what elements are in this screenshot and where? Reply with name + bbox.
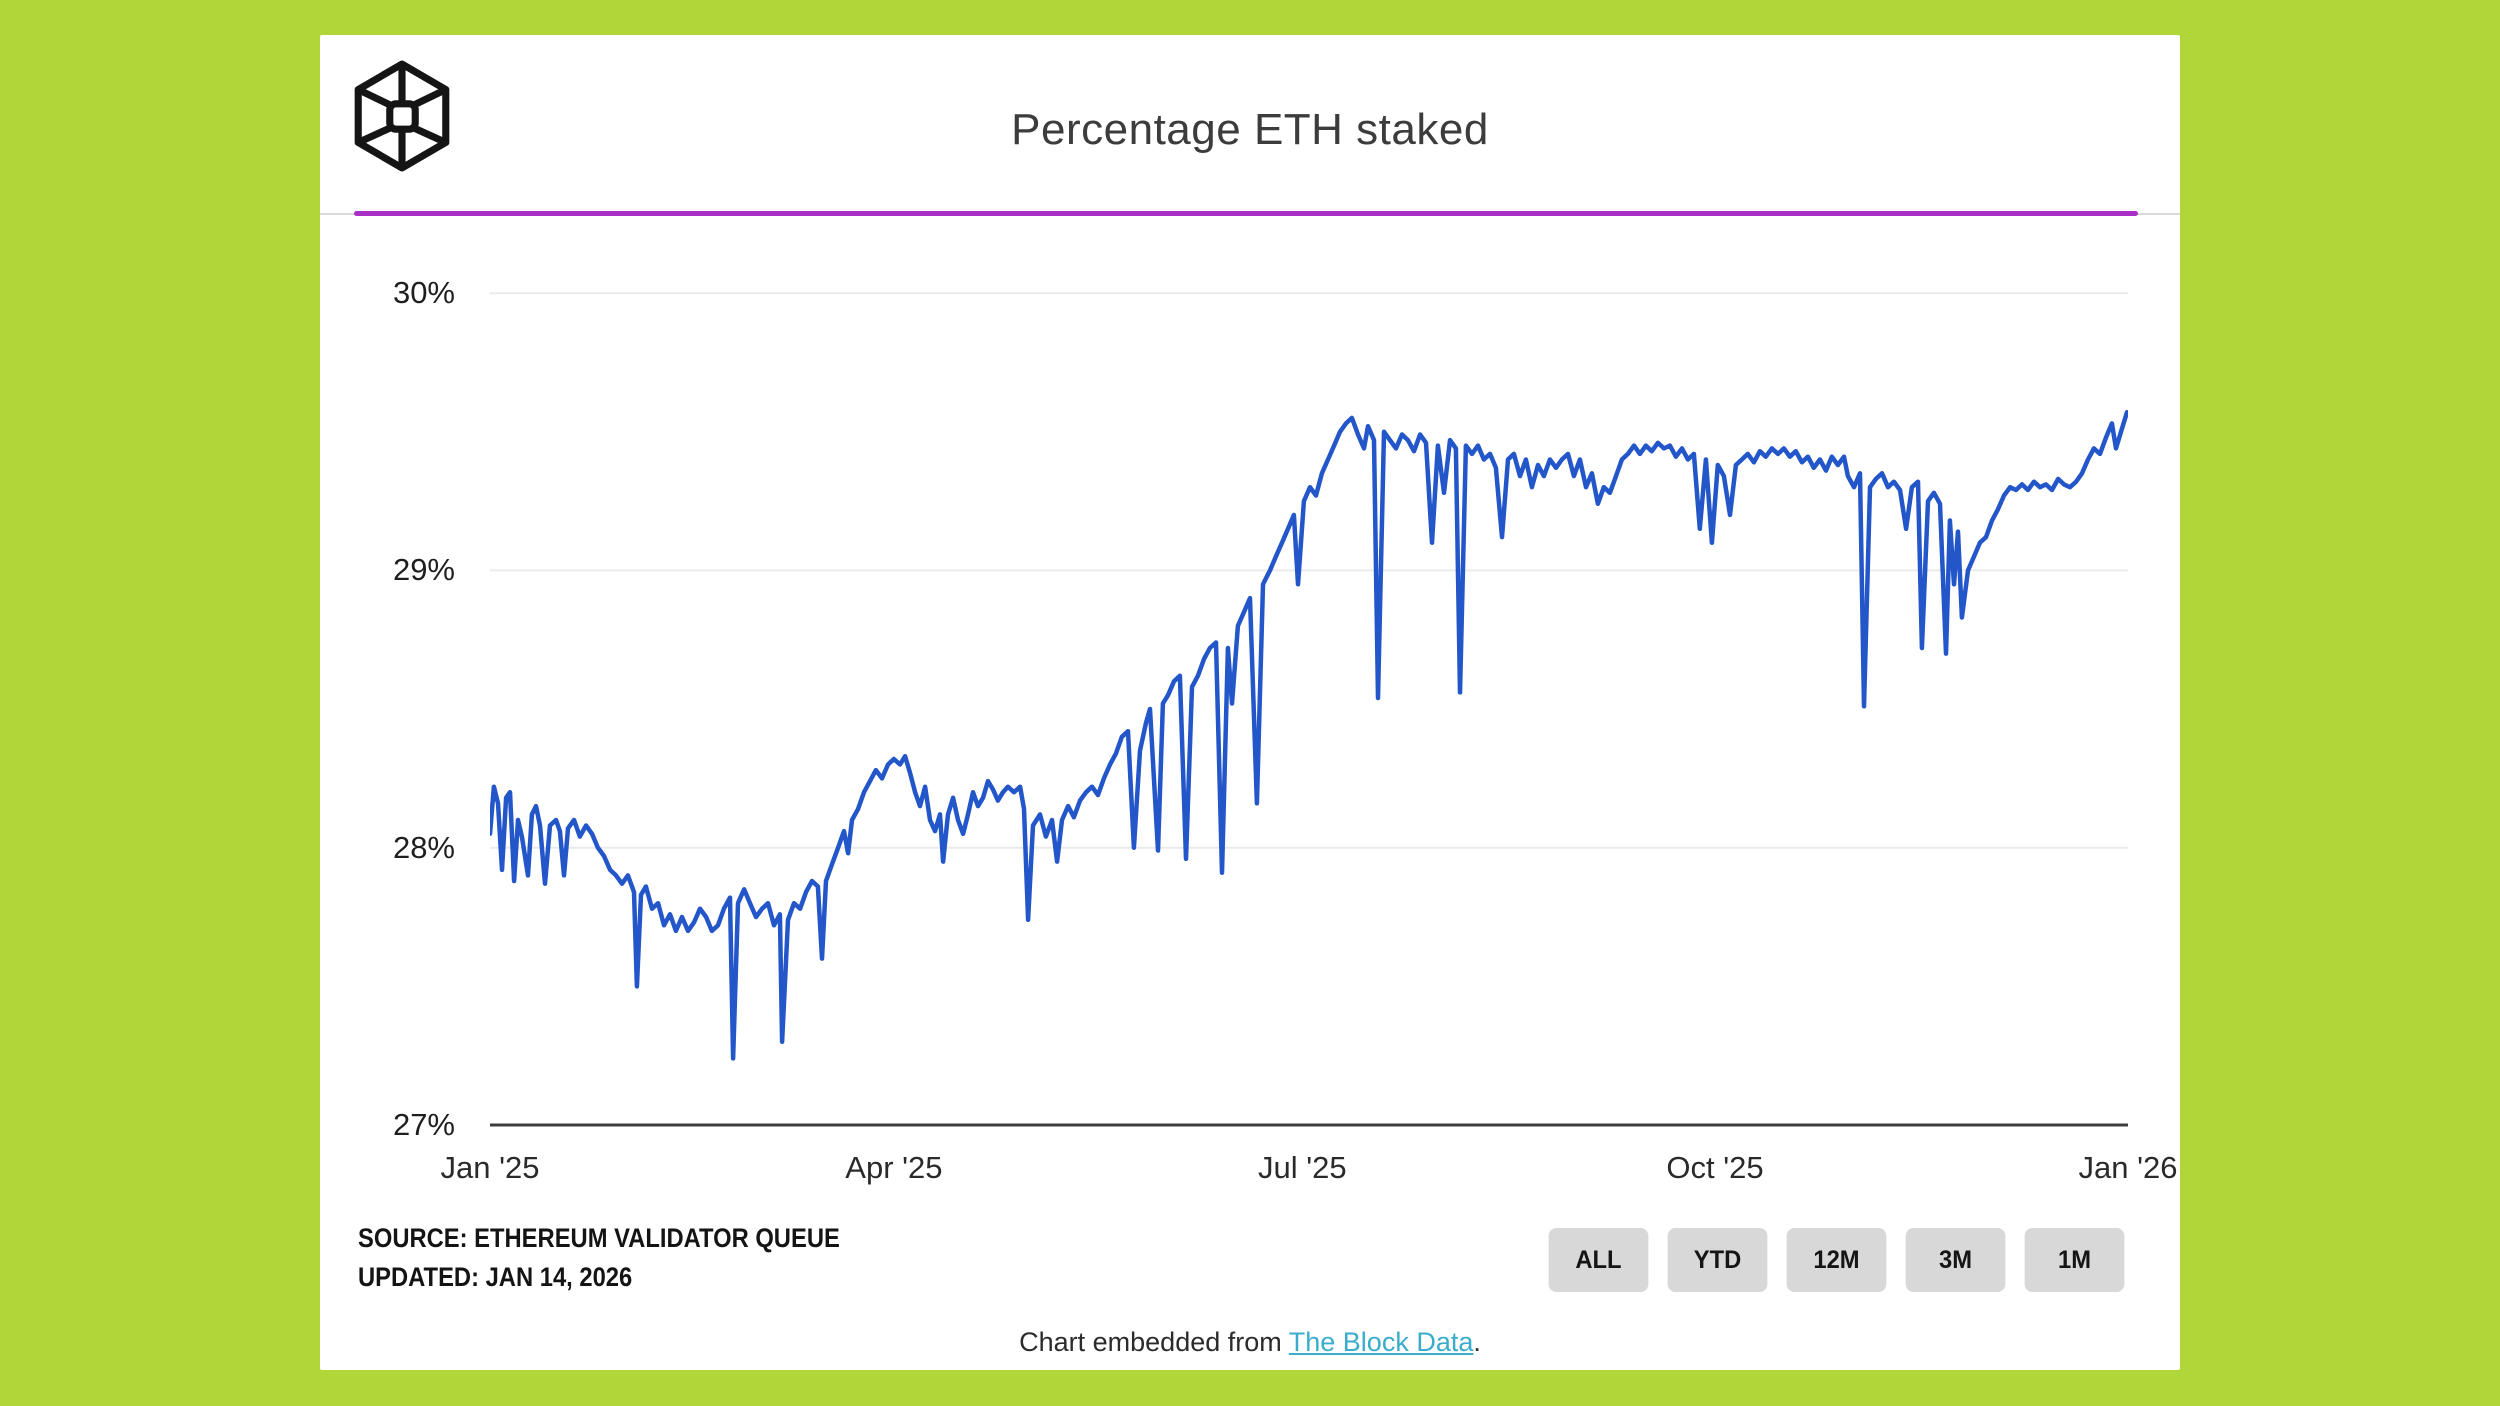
attribution-period: . — [1473, 1327, 1481, 1357]
the-block-data-link[interactable]: The Block Data — [1288, 1327, 1474, 1357]
updated-line: UPDATED: JAN 14, 2026 — [358, 1262, 633, 1292]
source-caption: SOURCE: ETHEREUM VALIDATOR QUEUE UPDATED… — [358, 1219, 840, 1297]
range-button-12m[interactable]: 12M — [1786, 1228, 1887, 1292]
eth-staked-line-series — [490, 410, 2128, 1061]
x-tick-label: Jul '25 — [1257, 1150, 1347, 1185]
y-tick-label: 30% — [392, 275, 455, 311]
chart-card: Percentage ETH staked 27% 28% 29% 30% Jan '… — [320, 35, 2180, 1370]
accent-rule — [354, 211, 2138, 216]
range-button-ytd[interactable]: YTD — [1667, 1228, 1768, 1292]
range-button-1m[interactable]: 1M — [2024, 1228, 2125, 1292]
chart-title: Percentage ETH staked — [1011, 105, 1489, 154]
the-block-cube-logo-icon — [354, 60, 450, 172]
x-tick-label: Oct '25 — [1666, 1150, 1764, 1185]
range-button-3m[interactable]: 3M — [1905, 1228, 2006, 1292]
y-tick-label: 28% — [392, 829, 455, 865]
range-button-all[interactable]: ALL — [1548, 1228, 1649, 1292]
y-tick-label: 27% — [392, 1107, 455, 1142]
x-tick-label: Jan '26 — [2078, 1150, 2178, 1185]
attribution-footer: Chart embedded from The Block Data. — [320, 1327, 2180, 1358]
x-tick-label: Apr '25 — [845, 1150, 943, 1185]
x-tick-label: Jan '25 — [440, 1150, 540, 1185]
y-tick-label: 29% — [392, 552, 455, 588]
attribution-text: Chart embedded from — [1019, 1327, 1289, 1357]
line-chart — [490, 292, 2128, 1127]
source-line: SOURCE: ETHEREUM VALIDATOR QUEUE — [358, 1223, 840, 1253]
